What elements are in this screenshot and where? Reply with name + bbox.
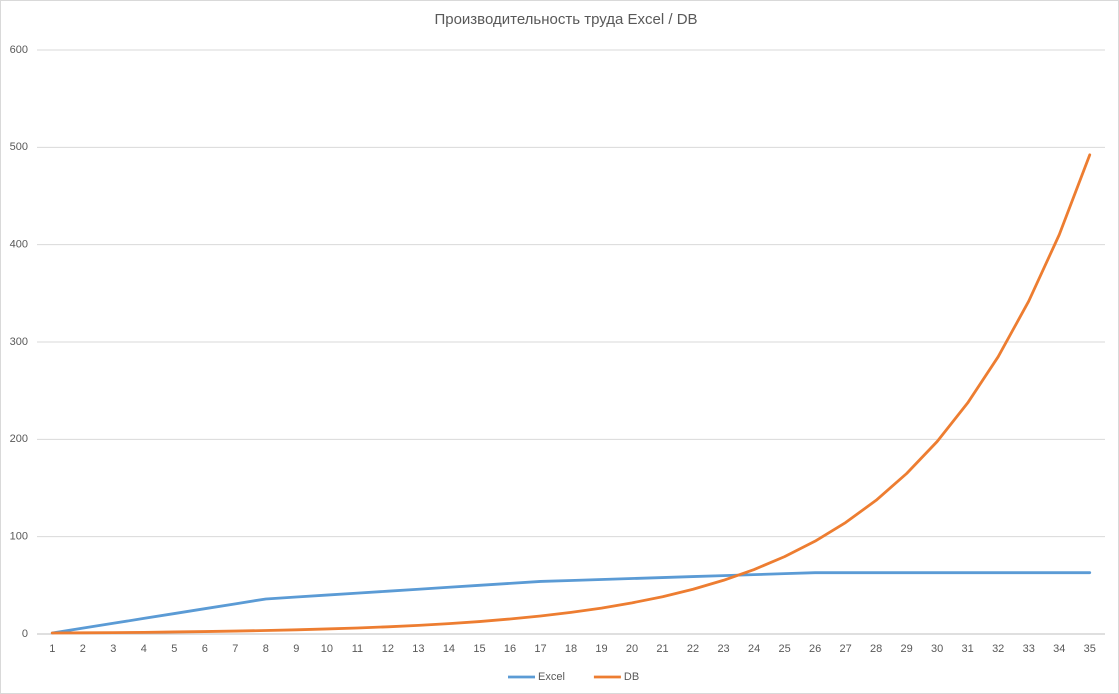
chart-title: Производительность труда Excel / DB: [434, 11, 697, 28]
y-tick-label: 400: [10, 239, 28, 251]
x-tick-label: 27: [840, 643, 852, 655]
x-tick-label: 15: [473, 643, 485, 655]
x-tick-label: 23: [717, 643, 729, 655]
x-tick-label: 32: [992, 643, 1004, 655]
x-tick-label: 3: [110, 643, 116, 655]
x-tick-label: 28: [870, 643, 882, 655]
x-tick-label: 22: [687, 643, 699, 655]
x-tick-label: 14: [443, 643, 455, 655]
x-tick-label: 35: [1084, 643, 1096, 655]
x-tick-label: 2: [80, 643, 86, 655]
x-tick-label: 21: [656, 643, 668, 655]
x-tick-label: 29: [901, 643, 913, 655]
legend-label: Excel: [538, 671, 565, 683]
x-tick-label: 20: [626, 643, 638, 655]
x-tick-label: 19: [595, 643, 607, 655]
x-tick-label: 5: [171, 643, 177, 655]
x-tick-label: 12: [382, 643, 394, 655]
y-tick-label: 0: [22, 628, 28, 640]
x-tick-label: 31: [962, 643, 974, 655]
x-tick-label: 25: [778, 643, 790, 655]
x-tick-label: 6: [202, 643, 208, 655]
x-tick-label: 7: [232, 643, 238, 655]
x-tick-label: 18: [565, 643, 577, 655]
x-tick-label: 8: [263, 643, 269, 655]
x-tick-label: 24: [748, 643, 760, 655]
y-tick-label: 500: [10, 141, 28, 153]
x-tick-label: 34: [1053, 643, 1065, 655]
series-line: [50, 153, 1092, 635]
x-tick-label: 13: [412, 643, 424, 655]
x-tick-label: 4: [141, 643, 147, 655]
y-tick-label: 200: [10, 433, 28, 445]
x-tick-label: 11: [352, 643, 363, 655]
y-tick-label: 100: [10, 531, 28, 543]
x-tick-label: 16: [504, 643, 516, 655]
x-tick-label: 26: [809, 643, 821, 655]
x-tick-label: 33: [1023, 643, 1035, 655]
x-tick-label: 1: [49, 643, 55, 655]
x-tick-label: 30: [931, 643, 943, 655]
x-tick-label: 17: [534, 643, 546, 655]
y-tick-label: 600: [10, 44, 28, 56]
x-tick-label: 9: [293, 643, 299, 655]
y-tick-label: 300: [10, 336, 28, 348]
x-tick-label: 10: [321, 643, 333, 655]
legend-label: DB: [624, 671, 639, 683]
series-line: [50, 571, 1092, 635]
